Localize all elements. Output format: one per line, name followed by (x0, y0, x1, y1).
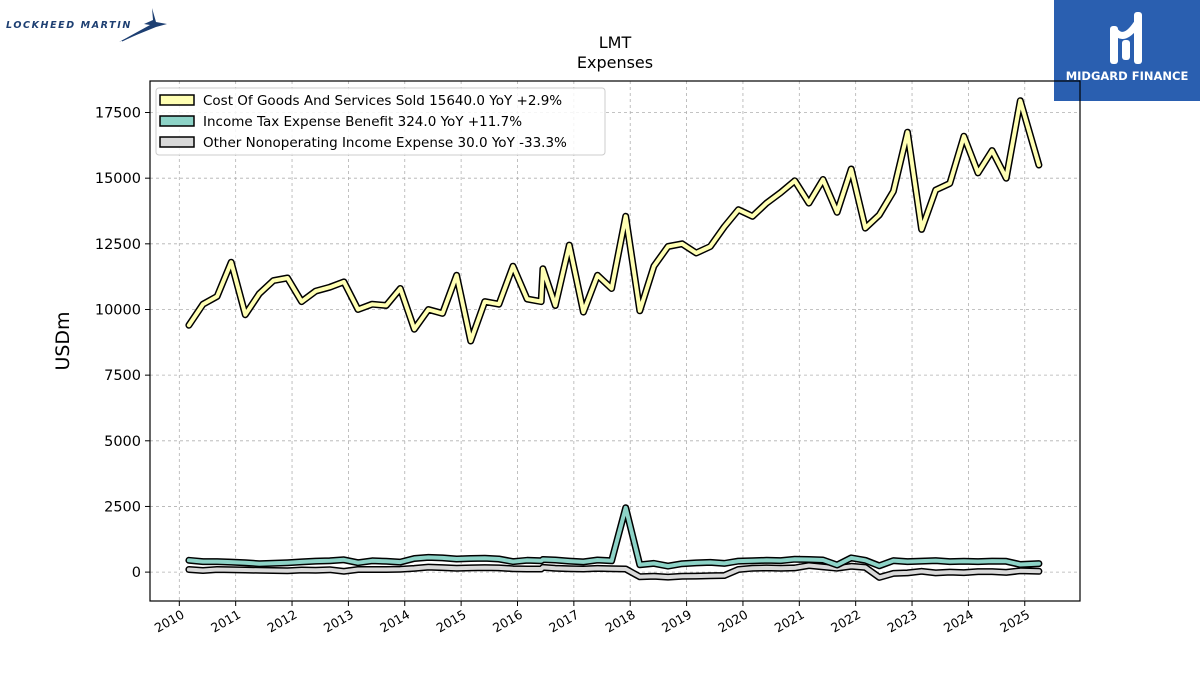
y-tick-label: 7500 (104, 368, 141, 384)
y-tick-label: 0 (132, 565, 141, 581)
x-tick-label: 2017 (546, 607, 581, 636)
lockheed-martin-logo: LOCKHEED MARTIN (4, 4, 169, 44)
x-tick-label: 2011 (208, 607, 243, 636)
x-tick-label: 2022 (828, 607, 863, 636)
legend-box (155, 87, 606, 156)
legend-label: Cost Of Goods And Services Sold 15640.0 … (203, 93, 562, 109)
midgard-finance-logo: MIDGARD FINANCE (1054, 0, 1200, 101)
legend-swatch (159, 115, 195, 127)
x-tick-label: 2019 (659, 607, 694, 636)
series-lines (185, 97, 1043, 581)
x-tick-label: 2016 (490, 607, 525, 636)
x-tick-label: 2014 (377, 607, 412, 636)
series-line-income-tax-expense-benefit (186, 505, 1041, 569)
legend: Cost Of Goods And Services Sold 15640.0 … (155, 87, 606, 156)
x-tick-label: 2010 (152, 607, 187, 636)
x-tick-label: 2015 (434, 607, 469, 636)
x-tick-label: 2025 (997, 607, 1032, 636)
x-tick-label: 2021 (772, 607, 807, 636)
star-icon (119, 8, 167, 42)
y-tick-label: 2500 (104, 499, 141, 515)
x-tick-label: 2023 (884, 607, 919, 636)
legend-swatch (159, 94, 195, 106)
legend-label: Other Nonoperating Income Expense 30.0 Y… (203, 135, 567, 151)
midgard-finance-logo-text: MIDGARD FINANCE (1065, 69, 1189, 83)
series-line-cost-of-goods-and-services-sold (186, 98, 1041, 343)
x-tick-label: 2013 (321, 607, 356, 636)
y-tick-label: 10000 (95, 302, 141, 318)
y-tick-label: 5000 (104, 434, 141, 450)
legend-label: Income Tax Expense Benefit 324.0 YoY +11… (203, 114, 522, 130)
chart-title: LMT (599, 33, 632, 52)
series-line-other-nonoperating-income-expense (186, 563, 1041, 580)
x-tick-label: 2018 (603, 607, 638, 636)
x-tick-label: 2024 (941, 607, 976, 636)
y-tick-label: 15000 (95, 171, 141, 187)
legend-swatch (159, 136, 195, 148)
x-tick-label: 2012 (264, 607, 299, 636)
y-tick-label: 17500 (95, 106, 141, 122)
x-tick-label: 2020 (715, 607, 750, 636)
plot-frame (149, 80, 1081, 602)
chart-subtitle: Expenses (577, 53, 653, 72)
y-axis-label: USDm (52, 311, 74, 370)
lockheed-martin-logo-text: LOCKHEED MARTIN (6, 20, 132, 31)
grid (150, 81, 1080, 601)
y-tick-label: 12500 (95, 237, 141, 253)
midgard-mark-icon (1110, 12, 1142, 64)
